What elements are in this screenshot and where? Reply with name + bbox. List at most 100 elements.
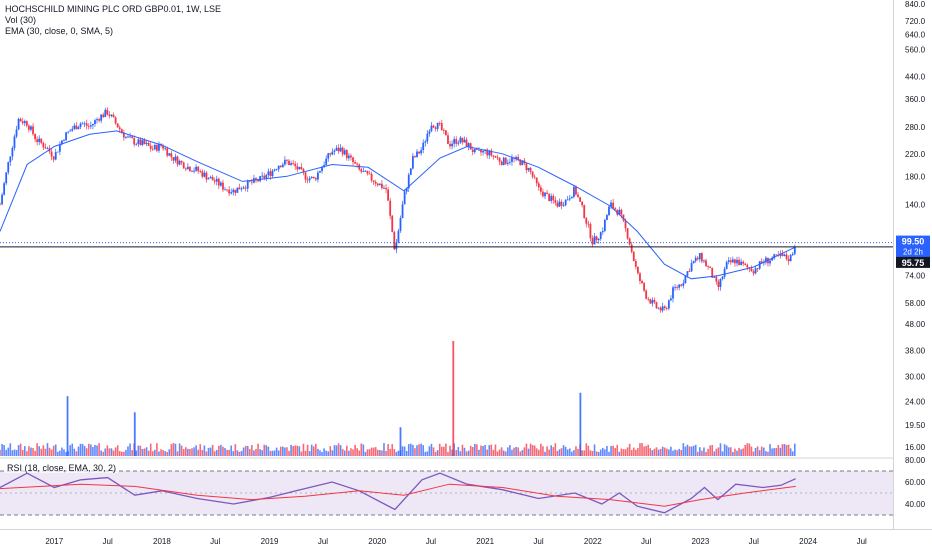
- candle-body: [205, 172, 208, 180]
- volume-bar: [461, 444, 464, 456]
- candle-body: [125, 137, 127, 138]
- volume-bar: [59, 450, 61, 456]
- candle-body: [364, 170, 367, 172]
- candle-body: [261, 175, 264, 177]
- volume-bar: [709, 445, 711, 456]
- volume-bar: [44, 448, 47, 456]
- candle-body: [469, 143, 472, 150]
- volume-bar: [748, 443, 751, 456]
- rsi-line: [0, 472, 796, 514]
- candle-body: [612, 202, 615, 209]
- volume-bar: [785, 444, 788, 456]
- volume-bar: [391, 444, 394, 456]
- ema-label[interactable]: EMA (30, close, 0, SMA, 5): [5, 26, 114, 36]
- candle-body: [577, 194, 579, 198]
- volume-bar: [486, 449, 488, 456]
- volume-bar: [302, 443, 305, 456]
- volume-label[interactable]: Vol (30): [5, 15, 37, 25]
- volume-spike: [133, 412, 136, 456]
- volume-bar: [465, 451, 468, 456]
- volume-bar: [756, 446, 759, 456]
- candle-body: [393, 231, 396, 250]
- volume-bar: [645, 445, 647, 456]
- volume-bar: [52, 445, 55, 456]
- volume-bar: [546, 446, 548, 456]
- volume-bar: [381, 450, 383, 456]
- candle-body: [19, 118, 22, 122]
- candle-body: [715, 276, 718, 282]
- candle-body: [135, 143, 138, 145]
- symbol-title[interactable]: HOCHSCHILD MINING PLC ORD GBP0.01, 1W, L…: [5, 4, 222, 14]
- rsi-axis[interactable]: 80.00 60.00 40.00: [905, 456, 926, 509]
- volume-bar: [374, 447, 377, 456]
- volume-bar: [218, 445, 220, 456]
- candle-body: [120, 129, 123, 133]
- candle-body: [713, 276, 716, 278]
- volume-bar: [329, 446, 332, 456]
- rsi-label[interactable]: RSI (18, close, EMA, 30, 2): [5, 463, 119, 473]
- candle-body: [552, 195, 555, 201]
- volume-bar: [659, 449, 662, 456]
- candle-body: [308, 178, 311, 181]
- candle-body: [634, 260, 637, 267]
- candle-body: [781, 253, 784, 256]
- candle-body: [700, 253, 703, 262]
- candle-body: [104, 109, 107, 117]
- rsi-tick-label: 40.00: [905, 500, 926, 509]
- candle-body: [455, 139, 458, 144]
- volume-bar: [182, 449, 185, 456]
- candle-body: [630, 244, 633, 252]
- candle-body: [151, 148, 154, 150]
- volume-bar: [533, 445, 536, 456]
- volume-bar: [108, 448, 111, 456]
- time-axis[interactable]: 2017 Jul 2018 Jul 2019 Jul 2020 Jul 2021 Jul 2022 J…: [45, 537, 867, 546]
- candle-body: [141, 140, 144, 145]
- volume-bar: [412, 444, 414, 456]
- candle-body: [306, 179, 309, 181]
- volume-bar: [482, 446, 484, 456]
- candle-body: [754, 268, 757, 274]
- volume-bar: [77, 446, 80, 456]
- time-tick-label: Jul: [641, 537, 651, 546]
- candle-body: [762, 262, 765, 264]
- volume-bar: [54, 444, 57, 456]
- volume-bar: [259, 449, 261, 456]
- volume-bar: [325, 450, 327, 456]
- volume-bar: [310, 444, 313, 456]
- candle-body: [527, 167, 530, 171]
- candle-body: [471, 149, 474, 153]
- volume-bar: [184, 447, 187, 456]
- candle-body: [32, 126, 34, 135]
- candle-body: [760, 261, 763, 263]
- volume-bar: [21, 449, 24, 456]
- volume-bar: [346, 445, 348, 456]
- volume-bar: [331, 450, 334, 456]
- price-pane[interactable]: [0, 0, 893, 457]
- price-tick-label: 58.00: [905, 299, 926, 308]
- volume-bar: [428, 446, 431, 456]
- candle-body: [498, 157, 501, 162]
- volume-bar: [488, 445, 491, 456]
- candle-body: [230, 192, 233, 194]
- candle-body: [17, 118, 20, 130]
- candle-body: [473, 148, 476, 153]
- candle-body: [787, 258, 790, 262]
- volume-bar: [137, 445, 140, 456]
- volume-bar: [469, 445, 472, 456]
- volume-bar: [564, 446, 567, 456]
- candle-body: [335, 147, 338, 151]
- candle-body: [155, 145, 158, 151]
- price-tick-label: 16.00: [905, 443, 926, 452]
- candle-body: [67, 131, 70, 133]
- candle-body: [317, 172, 319, 180]
- volume-bar: [19, 443, 22, 456]
- volume-bar: [376, 449, 379, 456]
- time-tick-label: 2023: [692, 537, 710, 546]
- candle-body: [457, 142, 460, 144]
- volume-bar: [61, 447, 63, 456]
- volume-bar: [420, 443, 422, 456]
- volume-bar: [686, 444, 689, 456]
- price-axis[interactable]: 840.0 720.0 640.0 560.0 440.0 360.0 280.0 220.0…: [905, 0, 926, 452]
- candle-body: [255, 178, 257, 180]
